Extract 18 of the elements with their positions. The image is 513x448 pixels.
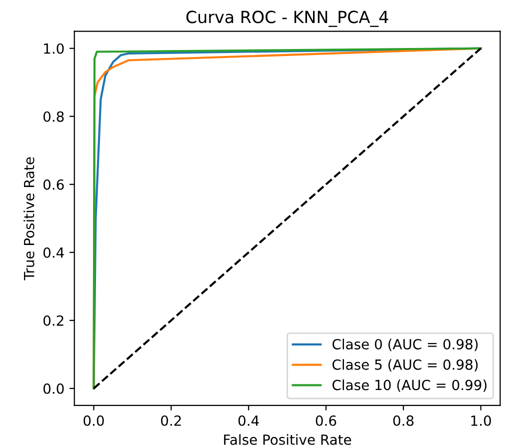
y-tick-label: 0.2	[43, 315, 64, 326]
legend-label: Clase 10 (AUC = 0.99)	[332, 380, 486, 392]
y-tick-label: 0.0	[43, 383, 64, 394]
x-tick-label: 0.6	[316, 415, 336, 426]
x-tick-label: 1.0	[471, 415, 491, 426]
x-tick-label: 0.8	[393, 415, 414, 426]
legend-label: Clase 0 (AUC = 0.98)	[332, 338, 478, 352]
x-tick-label: 0.2	[161, 415, 181, 426]
y-tick-label: 0.6	[43, 179, 64, 190]
y-axis-title: True Positive Rate	[24, 157, 34, 280]
chart-title: Curva ROC - KNN_PCA_4	[186, 10, 388, 27]
y-tick-label: 1.0	[44, 43, 64, 54]
x-axis-title: False Positive Rate	[224, 434, 352, 445]
legend-label: Clase 5 (AUC = 0.98)	[332, 359, 478, 372]
x-tick-label: 0.4	[238, 415, 259, 426]
x-tick-label: 0.0	[84, 415, 104, 426]
y-tick-label: 0.4	[43, 247, 64, 258]
y-tick-label: 0.8	[43, 111, 64, 122]
